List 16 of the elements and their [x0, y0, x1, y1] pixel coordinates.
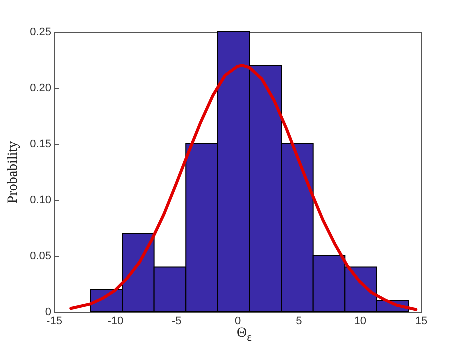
x-tick-label: 15 — [415, 316, 428, 328]
y-tick-label: 0.10 — [30, 194, 52, 206]
y-tick-label: 0.20 — [30, 82, 52, 94]
x-axis-title: Θ$_{ε}$ — [236, 326, 254, 344]
x-tick-label: -5 — [172, 316, 182, 328]
y-tick-label: 0.15 — [30, 138, 52, 150]
line-series — [70, 64, 418, 312]
y-tick-label: 0.05 — [30, 250, 52, 262]
x-tick-label: -10 — [108, 316, 124, 328]
x-tick-label: 10 — [354, 316, 366, 328]
y-tick-label: 0.25 — [30, 26, 52, 38]
y-tick-label: 0 — [45, 306, 52, 318]
x-tick-label: 5 — [296, 316, 302, 328]
x-tick-label: 0 — [234, 316, 242, 328]
x-tick-label: -15 — [46, 316, 62, 328]
y-axis-title: Probability — [6, 141, 22, 204]
